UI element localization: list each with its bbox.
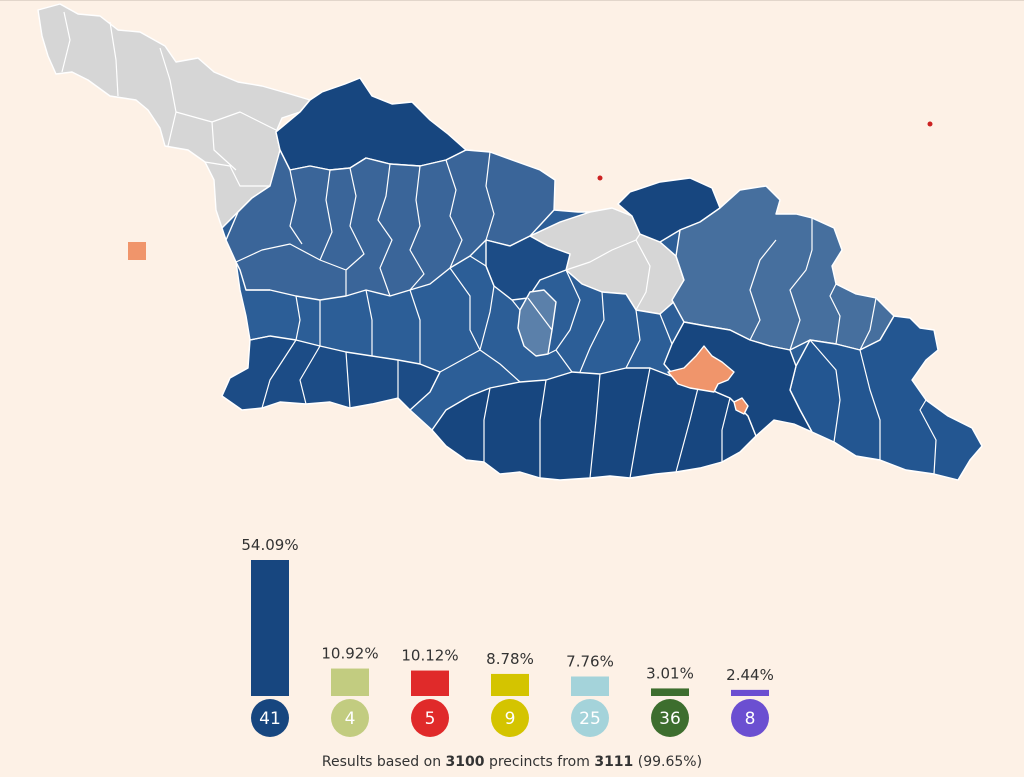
party-number-label: 36 — [659, 709, 681, 729]
region-south-dark[interactable] — [431, 367, 757, 481]
bar-percent-label: 54.09% — [241, 536, 298, 554]
region-capital-orange[interactable] — [667, 345, 735, 393]
party-number-label: 4 — [345, 709, 356, 729]
party-number-badge[interactable] — [651, 699, 689, 737]
footer-suffix: (99.65%) — [633, 754, 703, 770]
bar-percent-label: 2.44% — [726, 666, 774, 684]
results-bar-chart: 54.09% 41 10.92% 4 10.12% 5 8.78% 9 7.76% 25 3.01%… — [241, 536, 774, 737]
region-southeast-dark[interactable] — [789, 315, 983, 481]
bar-percent-label: 3.01% — [646, 664, 694, 682]
bar-8[interactable] — [731, 689, 769, 696]
footer-middle: precincts from — [484, 754, 595, 770]
region-west-interior[interactable] — [225, 149, 556, 301]
bar-9[interactable] — [491, 673, 529, 696]
bar-36[interactable] — [651, 688, 689, 696]
top-divider — [0, 0, 1024, 1]
marker-dot-north[interactable] — [597, 175, 603, 181]
party-number-badge[interactable] — [491, 699, 529, 737]
party-number-badge[interactable] — [411, 699, 449, 737]
footer-prefix: Results based on — [321, 754, 446, 770]
party-number-label: 41 — [259, 709, 281, 729]
party-number-badge[interactable] — [331, 699, 369, 737]
footer-precincts-count: 3100 — [445, 754, 485, 770]
bar-4[interactable] — [331, 668, 369, 696]
results-footer: Results based on 3100 precincts from 311… — [0, 754, 1024, 770]
region-central-light[interactable] — [517, 289, 557, 357]
region-orange-small[interactable] — [733, 397, 749, 415]
bar-percent-label: 8.78% — [486, 650, 534, 668]
party-number-label: 8 — [745, 709, 756, 729]
party-number-label: 9 — [505, 709, 516, 729]
bar-25[interactable] — [571, 676, 609, 696]
election-results-map — [37, 3, 983, 481]
party-number-badge[interactable] — [571, 699, 609, 737]
region-borders-northwest — [61, 11, 277, 187]
party-number-badge[interactable] — [731, 699, 769, 737]
bar-percent-label: 10.12% — [401, 647, 458, 665]
bar-percent-label: 7.76% — [566, 652, 614, 670]
region-borders-central — [565, 233, 651, 311]
marker-dot-northeast[interactable] — [927, 121, 933, 127]
footer-total-count: 3111 — [594, 754, 634, 770]
district-borders — [235, 151, 937, 479]
bar-5[interactable] — [411, 670, 449, 696]
party-number-badge[interactable] — [251, 699, 289, 737]
bar-percent-label: 10.92% — [321, 645, 378, 663]
party-number-label: 25 — [579, 709, 601, 729]
region-orange-abroad[interactable] — [128, 242, 146, 260]
region-north-highland[interactable] — [275, 77, 467, 171]
bar-41[interactable] — [251, 560, 289, 696]
party-number-label: 5 — [425, 709, 436, 729]
